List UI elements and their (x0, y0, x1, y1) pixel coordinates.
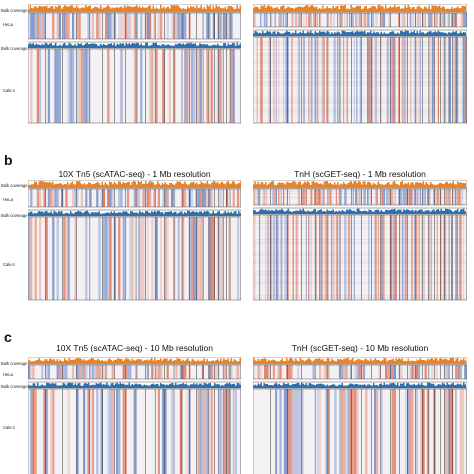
panel-b-hela-label: HeLa (3, 197, 14, 202)
panel-c-left-heatmap-svg (28, 357, 241, 474)
panel-a-left-heatmap: chr1chr2chr3chr4chr5chr6chr7chr8chr9chr1… (28, 4, 241, 130)
panel-c-right-title: TnH (scGET-seq) - 10 Mb resolution (291, 343, 429, 353)
panel-b-left-title: 10X Tn5 (scATAC-seq) - 1 Mb resolution (58, 169, 211, 179)
panel-c-hela-label: HeLa (3, 372, 14, 377)
panel-c-bulk-label-1: Bulk coverage (1, 361, 28, 366)
panel-b-bulk-label-2: Bulk coverage (1, 213, 28, 218)
panel-a-hela-label: HeLa (3, 22, 14, 27)
panel-b-right-heatmap-svg (253, 180, 467, 301)
panel-a-bulk-label-2: Bulk coverage (1, 46, 28, 51)
panel-c-letter: c (4, 329, 12, 345)
panel-c-right-heatmap (253, 357, 467, 474)
panel-a-right-heatmap-svg: chr1chr2chr3chr4chr5chr6chr7chr8chr9chr1… (253, 4, 467, 124)
panel-b-left-heatmap-svg: chr1chr2chr3chr4chr5chr6chr7chr8chr9chr1… (28, 180, 241, 301)
panel-c-left-heatmap (28, 357, 241, 474)
panel-b-caki-label: Caki-1 (3, 262, 16, 267)
panel-a-left-heatmap-svg: chr1chr2chr3chr4chr5chr6chr7chr8chr9chr1… (28, 4, 241, 124)
panel-c-bulk-label-2: Bulk coverage (1, 384, 28, 389)
panel-c-left-title: 10X Tn5 (scATAC-seq) - 10 Mb resolution (56, 343, 213, 353)
panel-a-caki-label: Caki-1 (3, 88, 16, 93)
panel-c-right-heatmap-svg (253, 357, 467, 474)
panel-b-right-title: TnH (scGET-seq) - 1 Mb resolution (294, 169, 426, 179)
panel-b-left-heatmap: chr1chr2chr3chr4chr5chr6chr7chr8chr9chr1… (28, 180, 241, 307)
panel-b-letter: b (4, 152, 13, 168)
panel-b-right-heatmap (253, 180, 467, 307)
panel-a-right-heatmap: chr1chr2chr3chr4chr5chr6chr7chr8chr9chr1… (253, 4, 467, 130)
panel-b-bulk-label-1: Bulk coverage (1, 183, 28, 188)
panel-a-bulk-label-1: Bulk coverage (1, 8, 28, 13)
panel-c-caki-label: Caki-1 (3, 425, 16, 430)
